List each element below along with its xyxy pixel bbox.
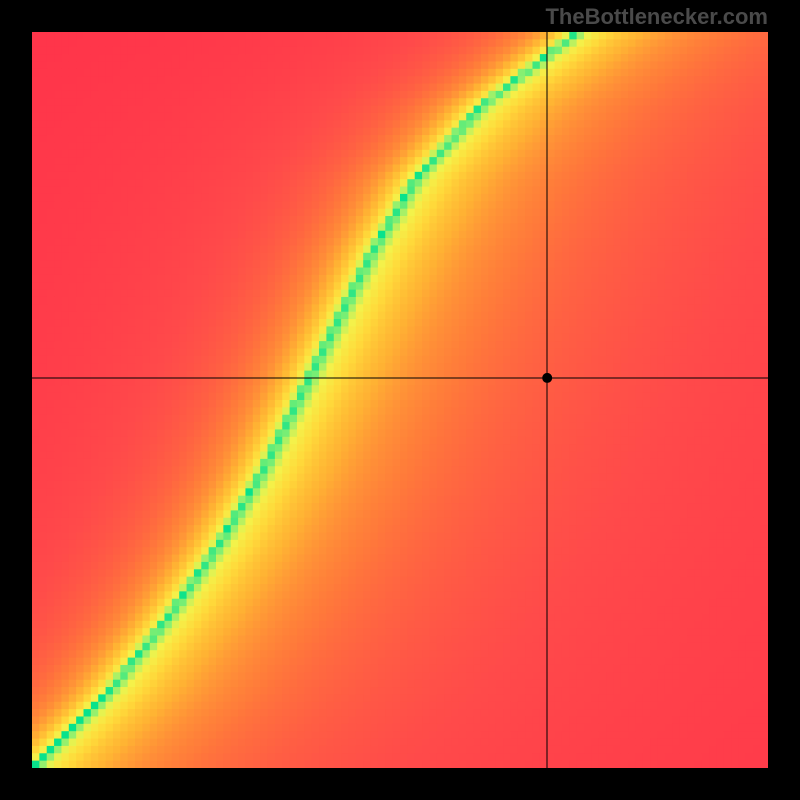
- heatmap-cells: [32, 32, 768, 768]
- heatmap-svg: [32, 32, 768, 768]
- chart-frame: { "watermark": "TheBottlenecker.com", "c…: [0, 0, 800, 800]
- watermark-text: TheBottlenecker.com: [545, 4, 768, 30]
- plot-area: [32, 32, 768, 768]
